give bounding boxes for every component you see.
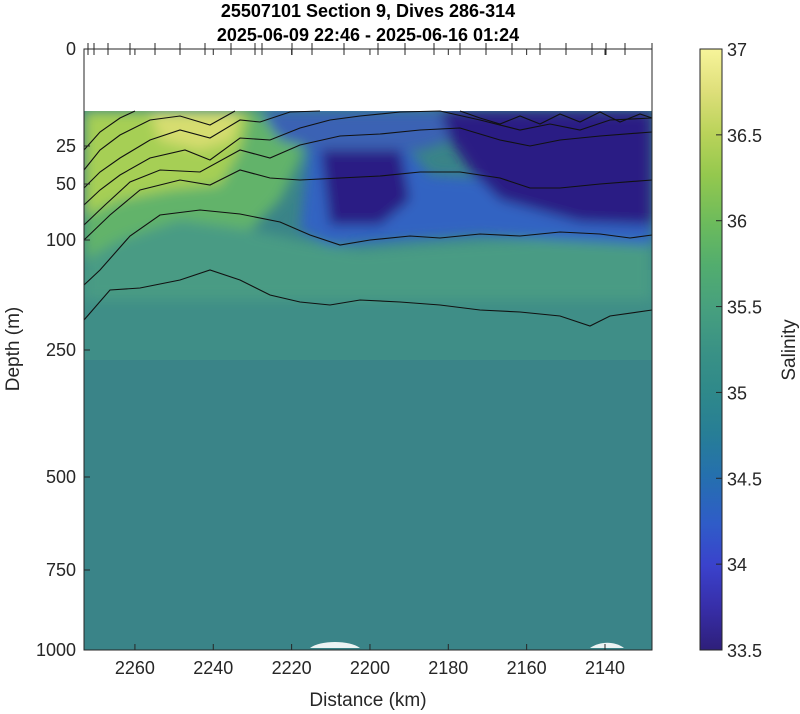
y-tick-label: 500 bbox=[46, 467, 76, 487]
colorbar-tick-label: 36.5 bbox=[727, 126, 762, 146]
colorbar-tick-label: 35 bbox=[727, 383, 747, 403]
contour-line bbox=[83, 110, 136, 151]
x-tick-label: 2240 bbox=[193, 658, 233, 678]
chart-title-line-2: 2025-06-09 22:46 - 2025-06-16 01:24 bbox=[217, 25, 519, 45]
y-tick-label: 100 bbox=[46, 230, 76, 250]
colorbar-tick-label: 35.5 bbox=[727, 298, 762, 318]
y-tick-label: 1000 bbox=[36, 640, 76, 660]
salinity-field bbox=[84, 111, 652, 650]
bottom-gap-2 bbox=[590, 642, 624, 648]
colorbar bbox=[699, 48, 723, 651]
y-tick-label: 750 bbox=[46, 560, 76, 580]
contour-line bbox=[83, 127, 653, 226]
contour-line bbox=[83, 110, 321, 189]
contour-lines bbox=[83, 110, 653, 327]
y-tick-label: 0 bbox=[66, 39, 76, 59]
low-salinity-surface-core bbox=[440, 111, 652, 225]
y-tick-label: 25 bbox=[56, 136, 76, 156]
transition-surface-zone bbox=[260, 111, 450, 150]
colorbar-tick-label: 37 bbox=[727, 40, 747, 60]
y-tick-label: 250 bbox=[46, 340, 76, 360]
contour-line bbox=[83, 209, 653, 286]
upper-thermocline-band bbox=[84, 215, 652, 300]
contour-line bbox=[83, 110, 653, 206]
y-axis: 0 25 50 100 250 500 750 1000 bbox=[36, 39, 90, 660]
x-axis: 2260 2240 2220 2200 2180 2160 2140 bbox=[115, 49, 625, 678]
x-tick-label: 2160 bbox=[507, 658, 547, 678]
colorbar-label: Salinity bbox=[779, 319, 800, 381]
x-tick-label: 2180 bbox=[428, 658, 468, 678]
contour-line bbox=[83, 269, 653, 327]
low-salinity-eddy bbox=[320, 145, 410, 225]
x-tick-label: 2140 bbox=[585, 658, 625, 678]
contour-line bbox=[459, 110, 653, 125]
colorbar-tick-label: 33.5 bbox=[727, 641, 762, 661]
y-axis-label: Depth (m) bbox=[3, 307, 24, 391]
chart-title-line-1: 25507101 Section 9, Dives 286-314 bbox=[221, 1, 515, 21]
contour-line bbox=[83, 110, 236, 171]
colorbar-tick-label: 36 bbox=[727, 212, 747, 232]
dive-markers bbox=[84, 43, 653, 55]
x-tick-label: 2220 bbox=[272, 658, 312, 678]
colorbar-axis: 33.5 34 34.5 35 35.5 36 36.5 37 bbox=[716, 40, 762, 661]
contour-line bbox=[83, 169, 653, 241]
y-tick-label: 50 bbox=[56, 174, 76, 194]
x-tick-label: 2260 bbox=[115, 658, 155, 678]
bottom-gap-1 bbox=[310, 642, 360, 648]
x-tick-label: 2200 bbox=[350, 658, 390, 678]
colorbar-tick-label: 34.5 bbox=[727, 469, 762, 489]
colorbar-tick-label: 34 bbox=[727, 555, 747, 575]
x-axis-label: Distance (km) bbox=[309, 690, 426, 711]
